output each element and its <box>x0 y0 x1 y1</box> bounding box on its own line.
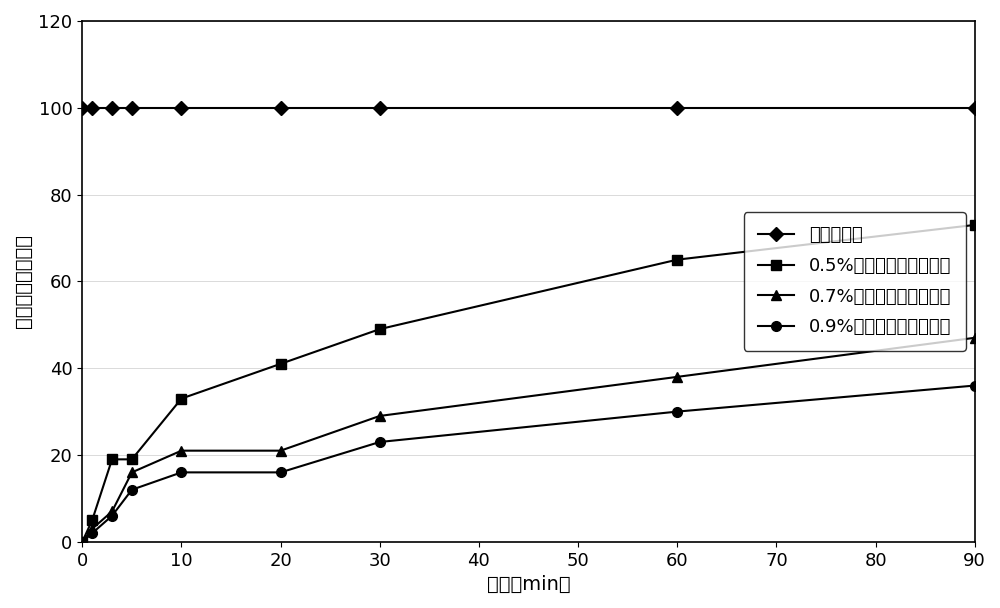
Line: 0.9%纤维复合清水压裂液: 0.9%纤维复合清水压裂液 <box>77 381 980 547</box>
清水压裂液 <box>86 104 98 111</box>
0.9%纤维复合清水压裂液 <box>106 512 118 519</box>
0.7%纤维复合清水压裂液 <box>76 538 88 545</box>
0.7%纤维复合清水压裂液 <box>671 373 683 381</box>
0.5%纤维复合清水压裂液 <box>126 456 138 463</box>
0.7%纤维复合清水压裂液 <box>106 508 118 515</box>
0.9%纤维复合清水压裂液 <box>86 530 98 537</box>
清水压裂液 <box>106 104 118 111</box>
0.7%纤维复合清水压裂液 <box>86 525 98 533</box>
清水压裂液 <box>126 104 138 111</box>
0.9%纤维复合清水压裂液 <box>374 438 386 446</box>
0.9%纤维复合清水压裂液 <box>175 469 187 476</box>
0.7%纤维复合清水压裂液 <box>175 447 187 454</box>
0.7%纤维复合清水压裂液 <box>969 334 981 342</box>
0.9%纤维复合清水压裂液 <box>76 538 88 545</box>
0.9%纤维复合清水压裂液 <box>275 469 287 476</box>
清水压裂液 <box>671 104 683 111</box>
0.5%纤维复合清水压裂液 <box>969 221 981 229</box>
清水压裂液 <box>374 104 386 111</box>
0.7%纤维复合清水压裂液 <box>126 469 138 476</box>
Legend: 清水压裂液, 0.5%纤维复合清水压裂液, 0.7%纤维复合清水压裂液, 0.9%纤维复合清水压裂液: 清水压裂液, 0.5%纤维复合清水压裂液, 0.7%纤维复合清水压裂液, 0.9… <box>744 212 966 351</box>
0.5%纤维复合清水压裂液 <box>275 360 287 367</box>
0.7%纤维复合清水压裂液 <box>374 412 386 420</box>
0.5%纤维复合清水压裂液 <box>374 325 386 333</box>
0.5%纤维复合清水压裂液 <box>86 516 98 523</box>
Y-axis label: 沉降百分比（％）: 沉降百分比（％） <box>14 234 33 328</box>
0.5%纤维复合清水压裂液 <box>106 456 118 463</box>
Line: 0.5%纤维复合清水压裂液: 0.5%纤维复合清水压裂液 <box>77 220 980 547</box>
清水压裂液 <box>969 104 981 111</box>
X-axis label: 时间（min）: 时间（min） <box>487 575 570 594</box>
0.9%纤维复合清水压裂液 <box>969 382 981 389</box>
0.9%纤维复合清水压裂液 <box>126 486 138 493</box>
0.9%纤维复合清水压裂液 <box>671 408 683 415</box>
0.5%纤维复合清水压裂液 <box>175 395 187 402</box>
0.7%纤维复合清水压裂液 <box>275 447 287 454</box>
0.5%纤维复合清水压裂液 <box>671 256 683 263</box>
0.5%纤维复合清水压裂液 <box>76 538 88 545</box>
Line: 0.7%纤维复合清水压裂液: 0.7%纤维复合清水压裂液 <box>77 333 980 547</box>
Line: 清水压裂液: 清水压裂液 <box>77 103 980 112</box>
清水压裂液 <box>275 104 287 111</box>
清水压裂液 <box>175 104 187 111</box>
清水压裂液 <box>76 104 88 111</box>
